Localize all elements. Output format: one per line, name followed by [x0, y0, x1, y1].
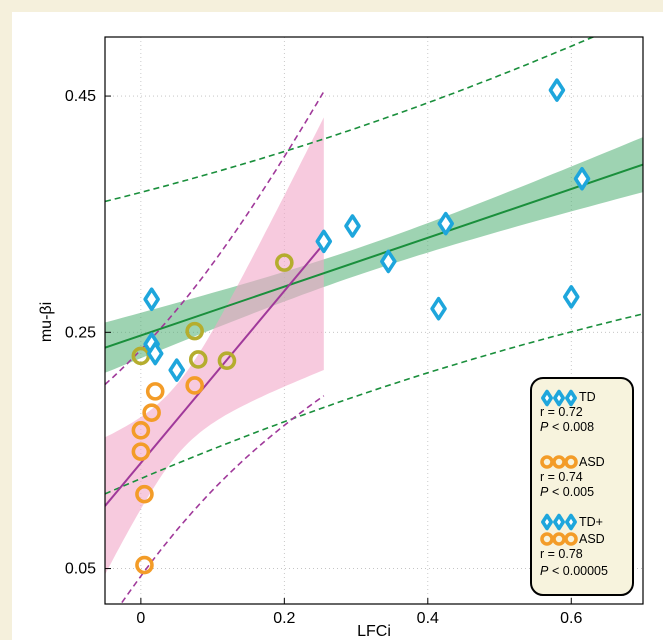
td-point	[380, 249, 397, 274]
legend-asd-p: < 0.005	[552, 485, 594, 499]
x-tick-label: 0.6	[560, 610, 582, 627]
td-point	[548, 78, 566, 102]
asd-point	[131, 421, 151, 440]
legend-combined-label-2: ASD	[579, 532, 605, 546]
legend-combined-asd-marker	[552, 532, 566, 546]
td-point	[168, 358, 186, 382]
ticks: 0 0.2 0.4 0.6 0.05 0.25 0.45	[65, 88, 583, 627]
legend-markers	[540, 389, 578, 546]
x-tick-label: 0	[136, 610, 145, 627]
asd-point	[135, 484, 154, 504]
legend-combined-td-marker	[553, 513, 565, 531]
x-axis-label: LFCi	[357, 623, 391, 640]
confidence-bands	[105, 117, 643, 575]
asd-point	[188, 350, 208, 369]
asd-point	[275, 253, 294, 272]
td-point	[146, 341, 164, 366]
legend-combined-asd-marker	[564, 532, 578, 546]
legend-combined-p: < 0.00005	[552, 564, 608, 578]
legend-combined-p-symbol: P	[540, 564, 549, 578]
x-tick-label: 0.4	[417, 610, 439, 627]
y-tick-label: 0.05	[65, 561, 96, 578]
legend: TD r = 0.72 P < 0.008 ASD r = 0.74 P < 0…	[530, 377, 634, 596]
asd-point	[145, 382, 165, 401]
legend-asd-marker	[552, 455, 566, 469]
y-tick-label: 0.25	[65, 324, 96, 341]
legend-asd-marker	[564, 455, 578, 469]
td-prediction-upper	[105, 37, 596, 203]
td-point	[437, 211, 455, 236]
legend-td-p-symbol: P	[540, 420, 549, 434]
legend-combined-label: TD+	[579, 515, 603, 529]
legend-asd-label: ASD	[579, 455, 605, 469]
legend-td-p: < 0.008	[552, 420, 594, 434]
legend-asd-p-symbol: P	[540, 485, 549, 499]
legend-td-label: TD	[579, 390, 596, 404]
legend-td-marker	[541, 389, 553, 407]
y-tick-label: 0.45	[65, 88, 96, 105]
asd-point	[131, 442, 151, 461]
x-tick-label: 0.2	[273, 610, 295, 627]
legend-td-r: r = 0.72	[540, 405, 583, 419]
asd-fit-line	[105, 243, 325, 507]
td-point	[143, 287, 160, 312]
legend-combined-r: r = 0.78	[540, 547, 583, 561]
td-point	[573, 166, 591, 191]
asd-point	[135, 555, 154, 575]
legend-td-marker	[553, 389, 565, 407]
asd-point	[217, 351, 237, 370]
asd-point	[185, 376, 204, 395]
asd-point	[142, 403, 161, 422]
td-point	[562, 285, 580, 309]
asd-confidence-band	[105, 117, 324, 575]
plot-frame	[104, 36, 644, 605]
td-point	[430, 296, 447, 321]
asd-point	[185, 321, 204, 341]
y-axis-label: mu-βi	[38, 302, 55, 342]
legend-combined-td-marker	[565, 513, 577, 531]
td-point	[344, 214, 361, 238]
legend-combined-asd-marker	[540, 532, 554, 546]
legend-box	[530, 377, 634, 596]
legend-asd-r: r = 0.74	[540, 470, 583, 484]
legend-td-marker	[565, 389, 577, 407]
td-fit-line	[105, 163, 643, 349]
legend-asd-marker	[540, 455, 554, 469]
asd-prediction-lower	[119, 395, 325, 604]
td-point	[315, 229, 333, 254]
td-prediction-lower	[105, 313, 643, 495]
data-points	[131, 78, 591, 575]
legend-combined-td-marker	[541, 513, 553, 531]
